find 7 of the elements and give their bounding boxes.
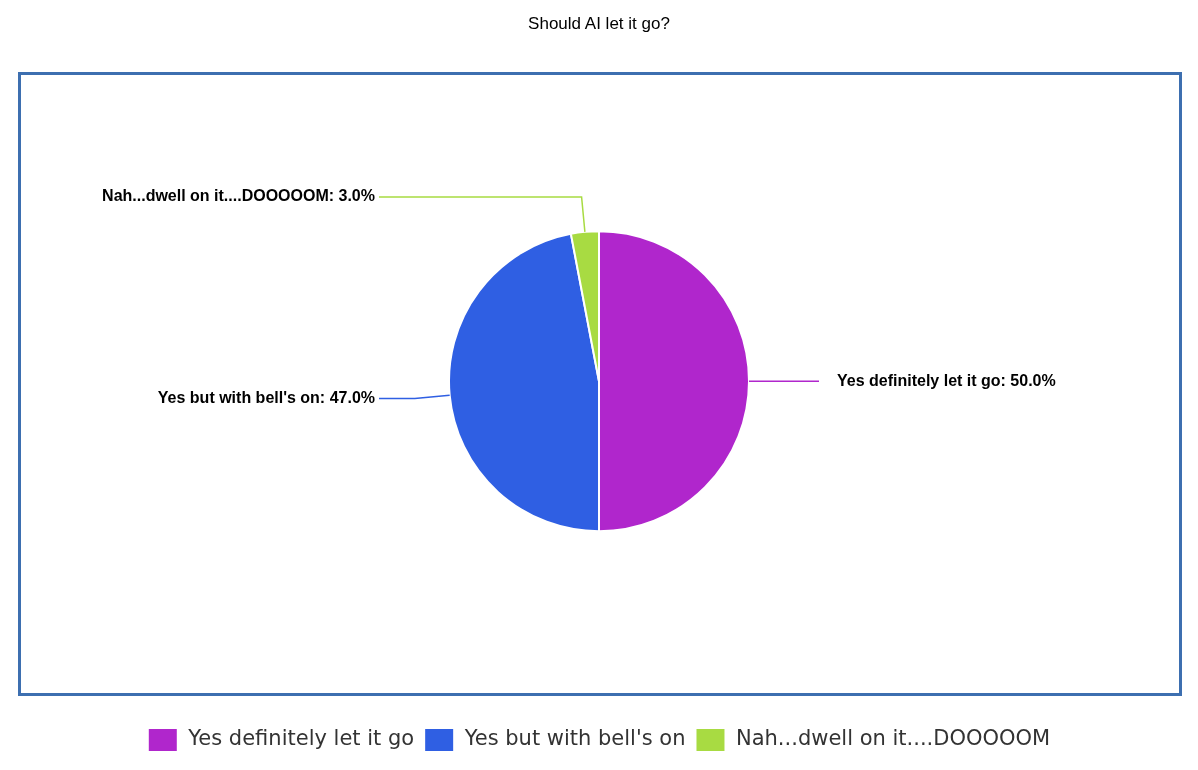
- data-label: Nah...dwell on it....DOOOOOM: 3.0%: [102, 187, 375, 205]
- data-label: Yes definitely let it go: 50.0%: [837, 371, 1056, 389]
- legend-label: Yes but with bell's on: [463, 726, 686, 751]
- data-label: Yes but with bell's on: 47.0%: [157, 389, 375, 407]
- legend-label: Nah...dwell on it....DOOOOOM: [735, 726, 1051, 751]
- chart-title: Should AI let it go?: [528, 13, 670, 33]
- legend-label: Yes definitely let it go: [187, 726, 415, 751]
